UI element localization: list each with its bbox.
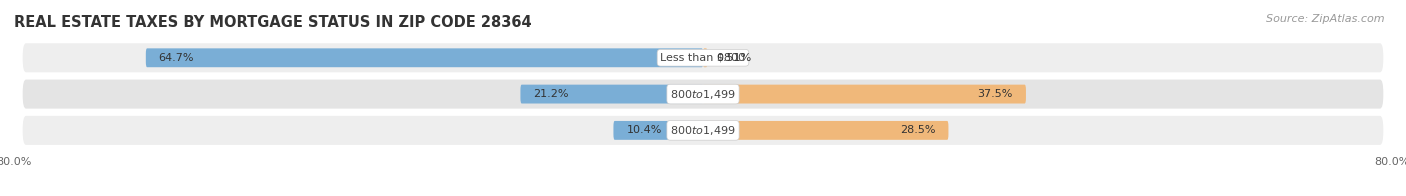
FancyBboxPatch shape [22, 80, 1384, 109]
FancyBboxPatch shape [22, 116, 1384, 145]
Text: 28.5%: 28.5% [900, 125, 935, 135]
Text: 37.5%: 37.5% [977, 89, 1012, 99]
FancyBboxPatch shape [146, 48, 703, 67]
Text: $800 to $1,499: $800 to $1,499 [671, 88, 735, 101]
Text: Less than $800: Less than $800 [661, 53, 745, 63]
FancyBboxPatch shape [703, 48, 707, 67]
Text: 0.51%: 0.51% [716, 53, 751, 63]
Text: 21.2%: 21.2% [533, 89, 569, 99]
FancyBboxPatch shape [22, 43, 1384, 72]
FancyBboxPatch shape [520, 85, 703, 103]
Text: Source: ZipAtlas.com: Source: ZipAtlas.com [1267, 14, 1385, 24]
FancyBboxPatch shape [703, 85, 1026, 103]
FancyBboxPatch shape [613, 121, 703, 140]
FancyBboxPatch shape [703, 121, 949, 140]
Text: 64.7%: 64.7% [159, 53, 194, 63]
Text: REAL ESTATE TAXES BY MORTGAGE STATUS IN ZIP CODE 28364: REAL ESTATE TAXES BY MORTGAGE STATUS IN … [14, 15, 531, 30]
Text: 10.4%: 10.4% [626, 125, 662, 135]
Text: $800 to $1,499: $800 to $1,499 [671, 124, 735, 137]
